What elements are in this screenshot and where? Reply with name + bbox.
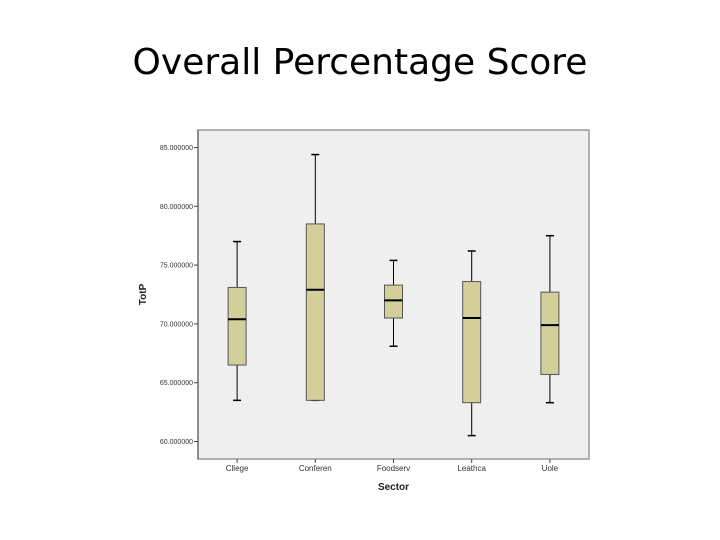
y-tick-label: 75.000000	[160, 263, 193, 270]
x-tick-label: Cllege	[226, 464, 249, 473]
y-tick-label: 70.000000	[160, 321, 193, 328]
x-tick-label: Foodserv	[377, 464, 410, 473]
box-uole	[540, 234, 560, 404]
box-cllege	[227, 240, 247, 402]
iqr-box	[305, 223, 325, 401]
box-leathca	[462, 250, 482, 437]
y-axis-title: TotP	[138, 283, 149, 305]
iqr-box	[540, 291, 560, 375]
slide-title: Overall Percentage Score	[132, 42, 588, 83]
iqr-box	[462, 281, 482, 404]
y-axis-ticks: 60.000000 65.000000 70.000000 75.000000 80.0…	[160, 145, 198, 446]
boxes	[227, 153, 560, 437]
x-tick-label: Uole	[542, 464, 559, 473]
x-axis-title: Sector	[378, 482, 409, 493]
x-tick-label: Leathca	[457, 464, 486, 473]
iqr-box	[384, 284, 403, 319]
y-tick-label: 60.000000	[160, 439, 193, 446]
x-axis-ticks: Cllege Conferen Foodserv Leathca Uole	[226, 459, 559, 473]
y-tick-label: 65.000000	[160, 380, 193, 387]
y-tick-label: 80.000000	[160, 204, 193, 211]
y-tick-label: 85.000000	[160, 145, 193, 152]
box-foodserv	[384, 259, 403, 347]
iqr-box	[227, 286, 247, 366]
box-conferen	[305, 153, 325, 402]
x-tick-label: Conferen	[299, 464, 332, 473]
